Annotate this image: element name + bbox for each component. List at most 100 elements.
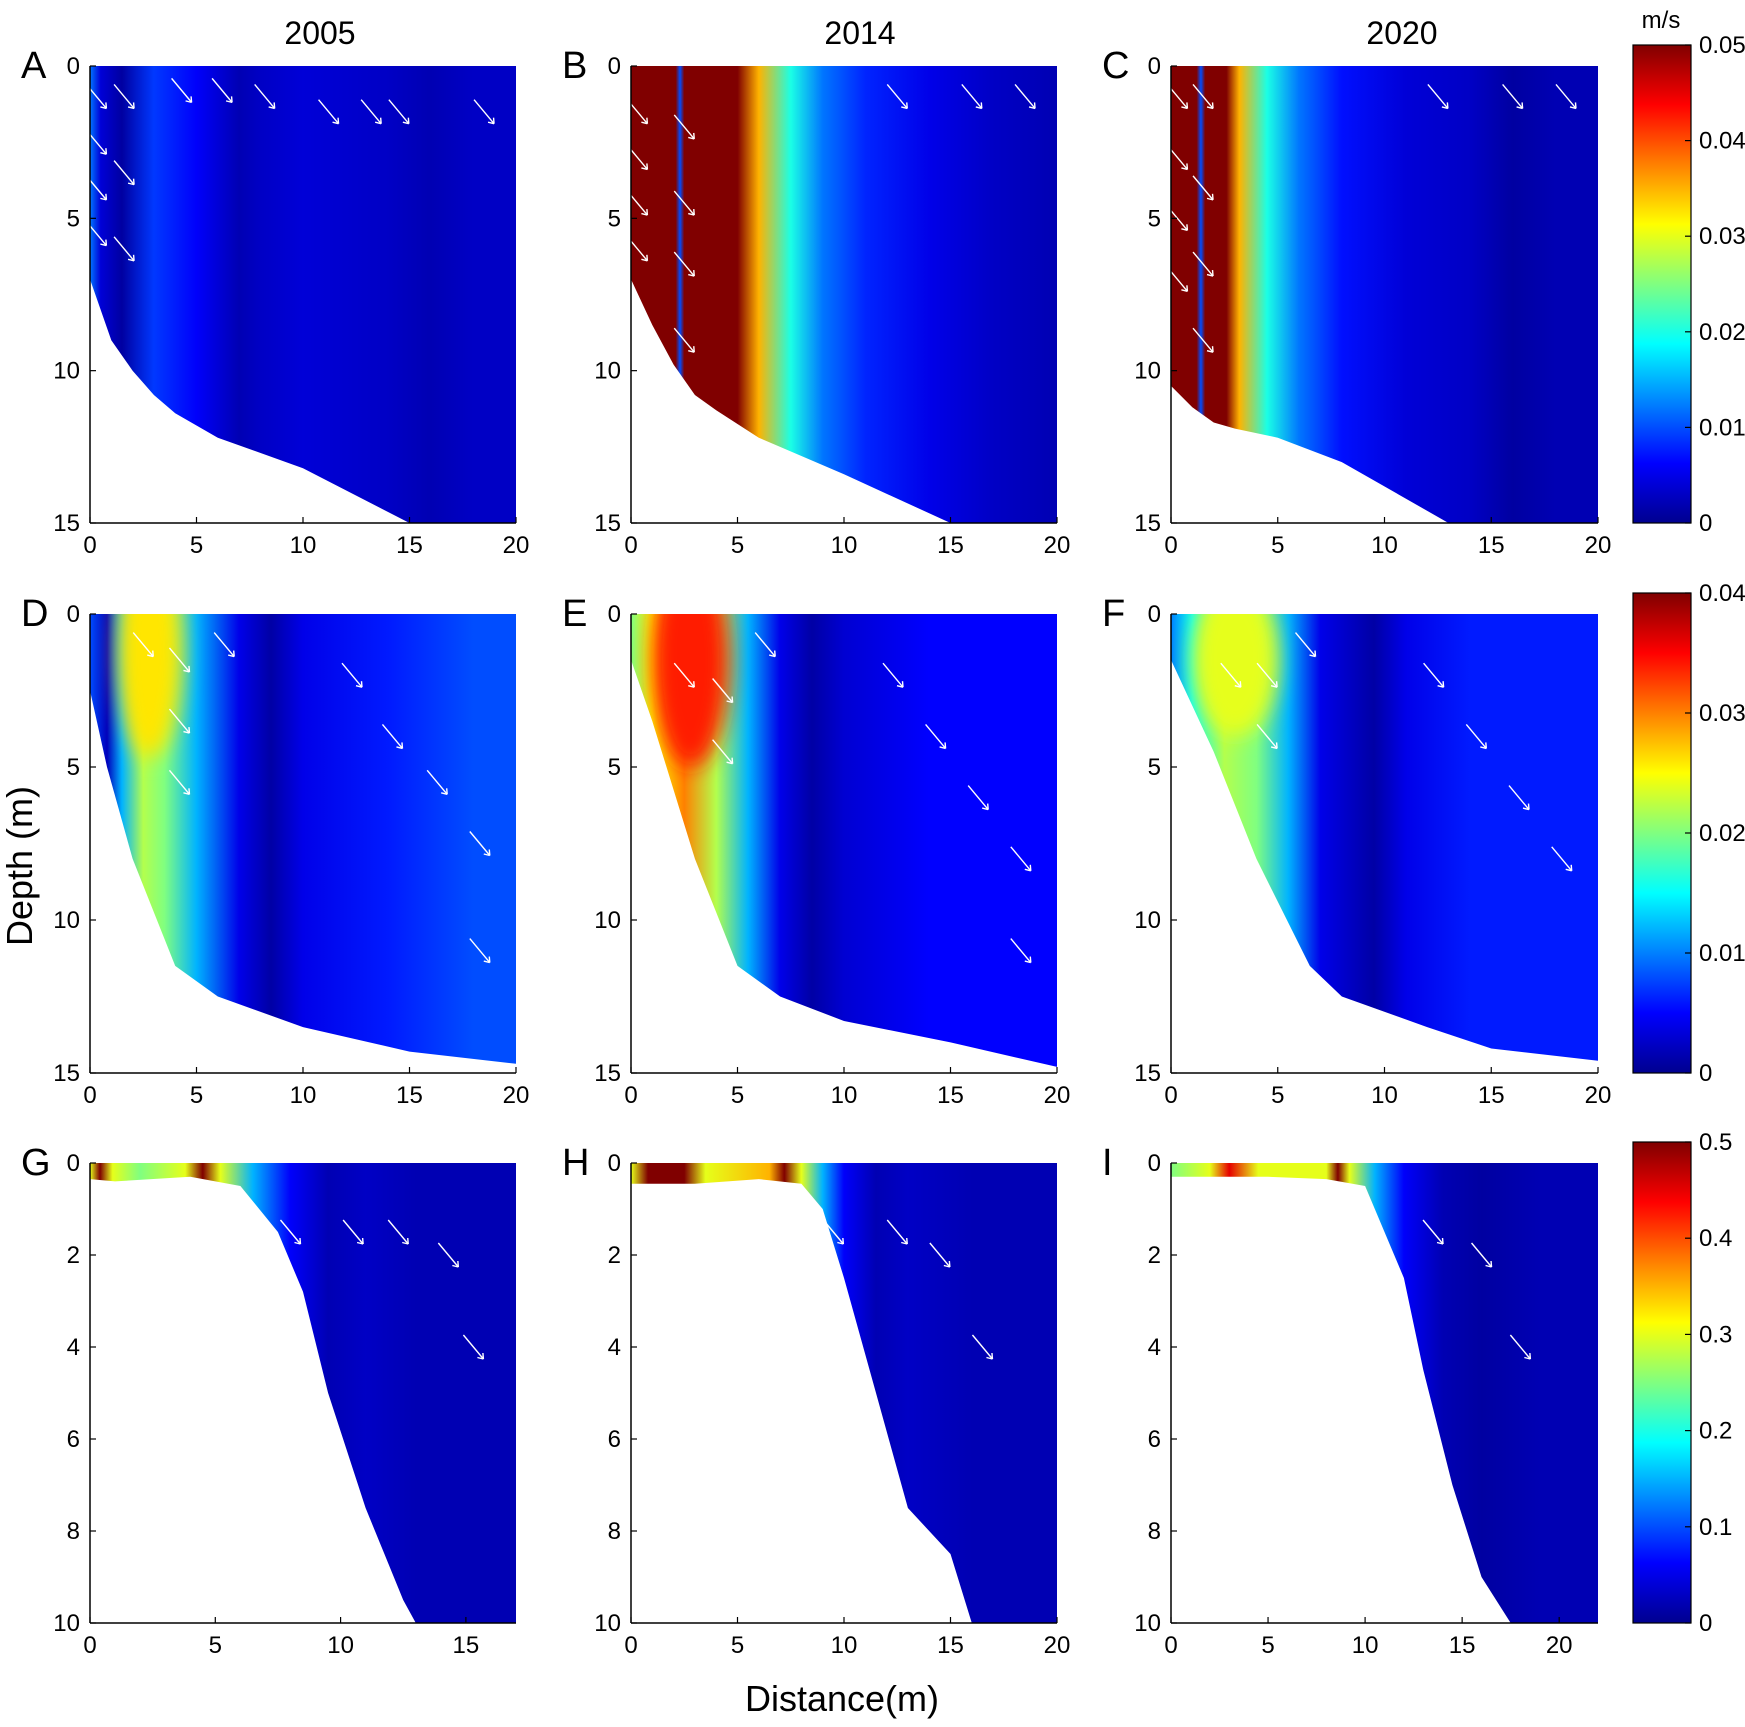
x-tick-label: 15 <box>1449 1632 1476 1659</box>
velocity-arrow <box>388 99 410 125</box>
x-tick-label: 10 <box>290 532 317 559</box>
colorbar-tick-label: 0.02 <box>1699 820 1745 847</box>
x-tick-label: 10 <box>1371 1082 1398 1109</box>
panel-letter-b: B <box>562 45 587 87</box>
velocity-arrow <box>318 99 340 125</box>
velocity-arrow <box>132 632 154 658</box>
colorbar-row-2: 0 0.01 0.02 0.03 0.04 <box>1632 580 1745 1087</box>
x-tick-label: 10 <box>290 1082 317 1109</box>
x-tick-label: 10 <box>327 1632 354 1659</box>
velocity-arrow <box>1256 723 1278 750</box>
panel-letter-a: A <box>21 45 47 87</box>
colorbar-tick-label: 0.4 <box>1699 1225 1732 1252</box>
velocity-arrow <box>1471 1242 1493 1268</box>
y-tick-label: 10 <box>53 358 80 385</box>
x-tick-label: 20 <box>1044 1082 1071 1109</box>
colorbar-row-3: 0 0.1 0.2 0.3 0.4 0.5 <box>1632 1129 1732 1637</box>
x-tick-label: 10 <box>831 1632 858 1659</box>
velocity-hotspot <box>652 614 729 768</box>
y-tick-label: 15 <box>53 510 80 537</box>
x-tick-label: 5 <box>731 1632 744 1659</box>
y-tick-label: 0 <box>67 601 80 628</box>
velocity-arrow <box>168 708 191 734</box>
y-tick-label: 10 <box>53 1610 80 1637</box>
velocity-hotspot <box>117 614 182 758</box>
x-tick-label: 15 <box>1478 1082 1505 1109</box>
velocity-arrow <box>712 739 734 765</box>
x-tick-label: 15 <box>396 532 423 559</box>
y-tick-label: 10 <box>594 1610 621 1637</box>
velocity-arrow <box>473 99 495 125</box>
velocity-arrow <box>211 77 233 104</box>
y-tick-label: 10 <box>53 907 80 934</box>
x-tick-label: 0 <box>1164 1632 1177 1659</box>
colorbar-tick-label: 0.2 <box>1699 1418 1732 1445</box>
y-tick-label: 15 <box>1134 1060 1161 1087</box>
y-tick-label: 4 <box>67 1334 80 1361</box>
panel-f: 0 5 10 15 20 0 5 10 15 F <box>1102 593 1611 1109</box>
velocity-field-c <box>1171 66 1598 523</box>
velocity-arrow <box>673 190 695 216</box>
y-tick-label: 8 <box>67 1518 80 1545</box>
panel-letter-c: C <box>1102 45 1129 87</box>
panel-h: 0 5 10 15 20 0 2 4 6 8 10 H <box>562 1142 1070 1659</box>
x-tick-label: 5 <box>731 1082 744 1109</box>
velocity-arrow <box>754 632 776 658</box>
colorbar-tick-label: 0.03 <box>1699 223 1745 250</box>
velocity-arrow <box>113 84 135 110</box>
colorbar-tick-label: 0.05 <box>1699 32 1745 59</box>
panel-i: 0 5 10 15 20 0 2 4 6 8 10 I <box>1102 1142 1598 1659</box>
velocity-arrow <box>381 723 404 750</box>
y-tick-label: 5 <box>1148 754 1161 781</box>
velocity-field-g <box>90 1163 516 1623</box>
colorbar-unit: m/s <box>1642 7 1681 34</box>
panel-letter-h: H <box>562 1142 589 1184</box>
x-tick-label: 10 <box>831 532 858 559</box>
y-tick-label: 0 <box>1148 601 1161 628</box>
velocity-arrow <box>1192 84 1214 110</box>
x-tick-label: 5 <box>209 1632 222 1659</box>
velocity-arrow <box>882 662 904 688</box>
colorbar-tick-label: 0.5 <box>1699 1129 1732 1156</box>
y-tick-label: 15 <box>594 510 621 537</box>
velocity-field-b <box>631 66 1057 523</box>
panel-g: 0 5 10 15 0 2 4 6 8 10 G <box>21 1142 516 1659</box>
velocity-arrow <box>886 84 908 110</box>
velocity-arrow <box>886 1219 908 1245</box>
velocity-arrow <box>213 632 235 658</box>
x-tick-label: 15 <box>1478 532 1505 559</box>
x-tick-label: 5 <box>190 532 203 559</box>
velocity-arrow <box>469 831 491 857</box>
y-tick-label: 2 <box>67 1242 80 1269</box>
y-tick-label: 10 <box>1134 358 1161 385</box>
y-tick-label: 15 <box>53 1060 80 1087</box>
x-tick-label: 5 <box>190 1082 203 1109</box>
velocity-arrow <box>1220 662 1242 688</box>
velocity-arrow <box>925 723 947 750</box>
velocity-arrow <box>462 1334 485 1360</box>
colorbar-tick-label: 0.01 <box>1699 940 1745 967</box>
colorbar <box>1632 1141 1692 1624</box>
y-tick-label: 8 <box>1148 1518 1161 1545</box>
x-tick-label: 15 <box>453 1632 480 1659</box>
y-tick-label: 5 <box>67 754 80 781</box>
x-tick-label: 0 <box>83 1632 96 1659</box>
velocity-arrow <box>929 1242 951 1268</box>
y-tick-label: 0 <box>1148 53 1161 80</box>
velocity-arrow <box>1555 84 1577 110</box>
velocity-arrow <box>171 77 193 104</box>
x-tick-label: 10 <box>1352 1632 1379 1659</box>
x-tick-label: 0 <box>624 1082 637 1109</box>
velocity-arrow <box>1010 846 1032 872</box>
velocity-arrow <box>1294 632 1317 658</box>
x-tick-label: 0 <box>1164 1082 1177 1109</box>
x-tick-label: 5 <box>1261 1632 1274 1659</box>
y-tick-label: 5 <box>608 205 621 232</box>
x-tick-label: 10 <box>831 1082 858 1109</box>
y-tick-label: 0 <box>67 1150 80 1177</box>
column-title-2020: 2020 <box>1366 15 1437 51</box>
x-tick-label: 10 <box>1371 532 1398 559</box>
panel-letter-f: F <box>1102 593 1125 635</box>
velocity-arrow <box>961 84 983 110</box>
